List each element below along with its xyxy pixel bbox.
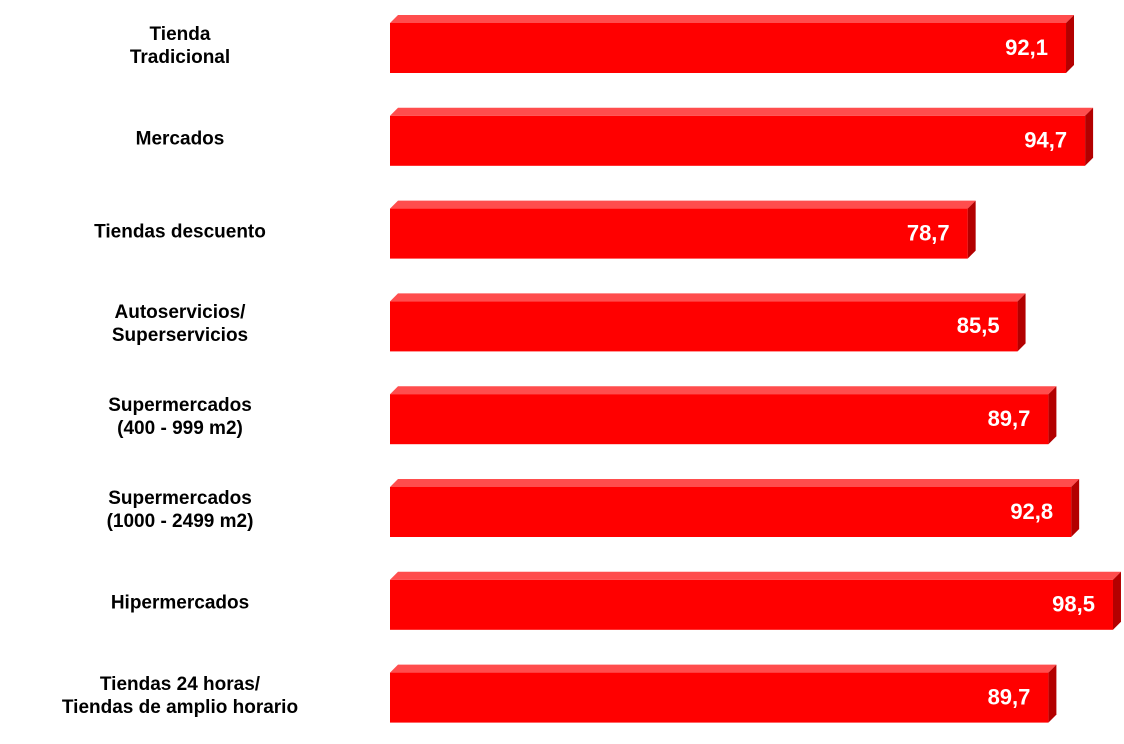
bar-top bbox=[390, 664, 1057, 673]
value-label: 78,7 bbox=[907, 220, 950, 245]
category-label: Supermercados (400 - 999 m2) bbox=[108, 395, 252, 440]
bar bbox=[390, 301, 1018, 352]
category-label: Supermercados (1000 - 2499 m2) bbox=[106, 488, 254, 532]
bar-side bbox=[1085, 107, 1094, 166]
bar-top bbox=[390, 15, 1075, 23]
bar bbox=[390, 672, 1049, 723]
category-label: Tiendas 24 horas/ Tiendas de amplio hora… bbox=[61, 673, 299, 718]
bar-side bbox=[1071, 479, 1080, 537]
bar-top bbox=[390, 293, 1026, 302]
bar-top bbox=[390, 107, 1094, 116]
category-label: Autoservicios/ Superservicios bbox=[111, 302, 249, 347]
bar-top bbox=[390, 200, 976, 209]
bar bbox=[390, 115, 1086, 166]
bar bbox=[390, 394, 1049, 445]
value-label: 92,8 bbox=[1010, 499, 1053, 524]
bar-top bbox=[390, 386, 1057, 395]
bar-side bbox=[1066, 15, 1075, 73]
value-label: 85,5 bbox=[957, 313, 1000, 338]
bar-side bbox=[1112, 571, 1121, 630]
category-label: Hipermercados bbox=[110, 592, 250, 614]
value-label: 89,7 bbox=[988, 406, 1031, 431]
bar-top bbox=[390, 479, 1080, 487]
category-label: Mercados bbox=[135, 128, 225, 150]
category-label: Tiendas descuento bbox=[94, 221, 266, 243]
bar bbox=[390, 487, 1072, 537]
bar-side bbox=[1048, 386, 1057, 445]
value-label: 92,1 bbox=[1005, 35, 1048, 60]
value-label: 89,7 bbox=[988, 684, 1031, 709]
bar-side bbox=[1017, 293, 1026, 352]
bar-side bbox=[1048, 664, 1057, 723]
value-label: 98,5 bbox=[1052, 592, 1095, 617]
bar-side bbox=[967, 200, 976, 259]
bar-top bbox=[390, 571, 1121, 580]
value-label: 94,7 bbox=[1024, 128, 1067, 153]
bar bbox=[390, 23, 1067, 73]
bar bbox=[390, 208, 968, 259]
category-label: Tienda Tradicional bbox=[129, 24, 231, 68]
bar bbox=[390, 579, 1113, 630]
